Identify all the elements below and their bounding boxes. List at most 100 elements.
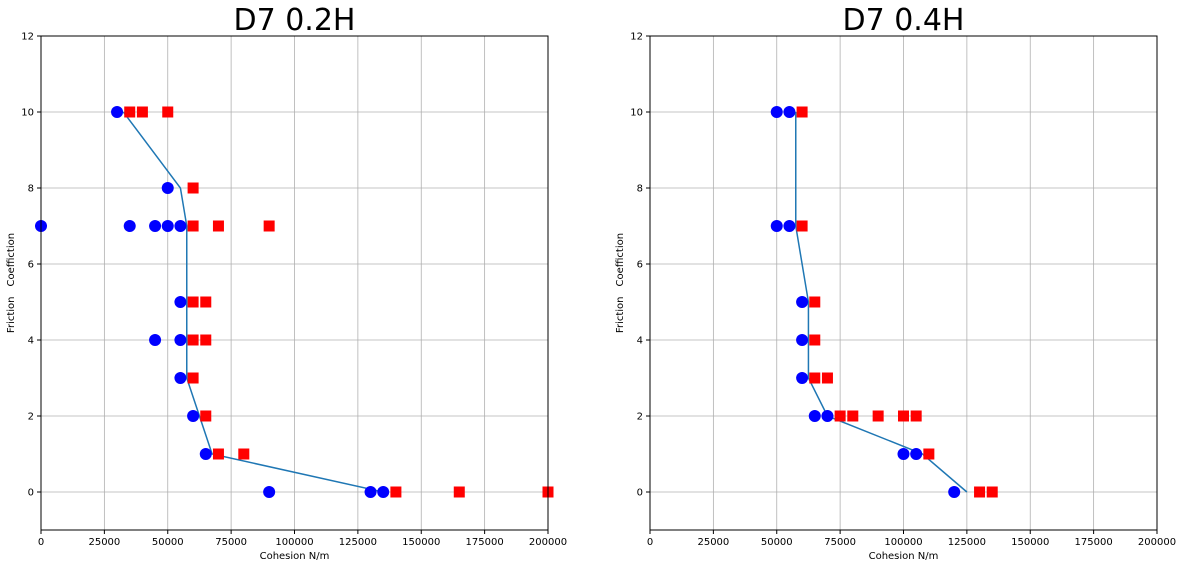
blue-circle-point [161,220,174,232]
red-square-point [986,486,998,498]
blue-circle-point [948,486,961,498]
chart-title: D7 0.2H [234,3,356,38]
blue-circle-point [263,486,276,498]
x-tick-label: 75000 [215,537,247,548]
blue-circle-point [910,448,923,460]
x-tick-label: 150000 [1011,537,1049,548]
blue-circle-point [796,296,809,308]
red-square-point [453,486,465,498]
red-square-point [923,448,935,460]
blue-circle-point [161,182,174,194]
red-square-point [796,220,808,232]
red-square-point [834,410,846,422]
red-square-point [809,334,821,346]
y-tick-label: 2 [637,412,643,423]
red-square-point [212,220,224,232]
red-square-point [910,410,922,422]
blue-circle-point [199,448,212,460]
red-square-point [390,486,402,498]
blue-circle-point [770,220,783,232]
blue-circle-point [111,106,124,118]
median-line [795,112,968,493]
y-tick-label: 4 [637,336,643,347]
y-tick-label: 10 [21,108,34,119]
red-square-point [187,296,199,308]
red-square-point [809,296,821,308]
plot-area [770,106,998,498]
x-tick-label: 100000 [884,537,922,548]
blue-circle-point [897,448,910,460]
x-tick-label: 75000 [824,537,856,548]
y-tick-label: 12 [21,32,34,43]
y-tick-label: 10 [630,108,643,119]
y-axis-label: Friction Coeffiction [615,233,626,333]
red-square-point [200,334,212,346]
red-square-point [187,220,199,232]
red-square-point [847,410,859,422]
y-tick-label: 4 [28,336,34,347]
blue-circle-point [174,372,187,384]
blue-circle-point [149,220,162,232]
chart-panel-1: 0 25000 50000 75000 100000 125000 150000 175000… [6,3,567,562]
x-tick-label: 200000 [1138,537,1176,548]
blue-circle-point [808,410,821,422]
x-tick-label: 175000 [1075,537,1113,548]
chart-panel-2: 0 25000 50000 75000 100000 125000 150000 175000… [615,3,1176,562]
red-square-point [796,106,808,118]
x-tick-label: 200000 [529,537,567,548]
blue-circle-point [796,372,809,384]
x-tick-label: 25000 [697,537,729,548]
blue-circle-point [174,296,187,308]
y-tick-label: 8 [28,184,34,195]
blue-circle-point [364,486,377,498]
x-axis-label: Cohesion N/m [260,551,330,562]
y-tick-label: 6 [28,260,34,271]
red-square-point [821,372,833,384]
red-square-point [136,106,148,118]
x-axis-label: Cohesion N/m [869,551,939,562]
red-square-point [187,182,199,194]
y-tick-label: 0 [28,488,34,499]
blue-circle-point [783,106,796,118]
red-square-point [238,448,250,460]
x-tick-label: 50000 [761,537,793,548]
blue-circle-point [187,410,200,422]
red-square-point [809,372,821,384]
red-square-point [162,106,174,118]
y-tick-label: 6 [637,260,643,271]
chart-title: D7 0.4H [843,3,965,38]
y-tick-label: 0 [637,488,643,499]
y-tick-label: 12 [630,32,643,43]
x-tick-label: 25000 [88,537,120,548]
y-axis-label: Friction Coeffiction [6,233,17,333]
red-square-point [200,296,212,308]
red-square-point [200,410,212,422]
red-square-point [263,220,275,232]
red-square-point [872,410,884,422]
median-line [122,111,384,493]
red-square-point [212,448,224,460]
red-square-point [898,410,909,422]
x-tick-label: 150000 [402,537,440,548]
blue-circle-point [149,334,162,346]
red-square-point [974,486,986,498]
red-square-point [187,372,199,384]
blue-circle-point [123,220,136,232]
blue-circle-point [174,220,187,232]
blue-circle-point [821,410,834,422]
x-tick-label: 100000 [275,537,313,548]
x-tick-label: 50000 [152,537,184,548]
y-tick-label: 2 [28,412,34,423]
blue-circle-point [770,106,783,118]
blue-circle-point [796,334,809,346]
x-tick-label: 0 [38,537,44,548]
red-square-point [187,334,199,346]
x-tick-label: 175000 [466,537,504,548]
x-tick-label: 0 [647,537,653,548]
blue-circle-point [783,220,796,232]
x-tick-label: 125000 [948,537,986,548]
x-tick-label: 125000 [339,537,377,548]
blue-circle-point [174,334,187,346]
y-tick-label: 8 [637,184,643,195]
